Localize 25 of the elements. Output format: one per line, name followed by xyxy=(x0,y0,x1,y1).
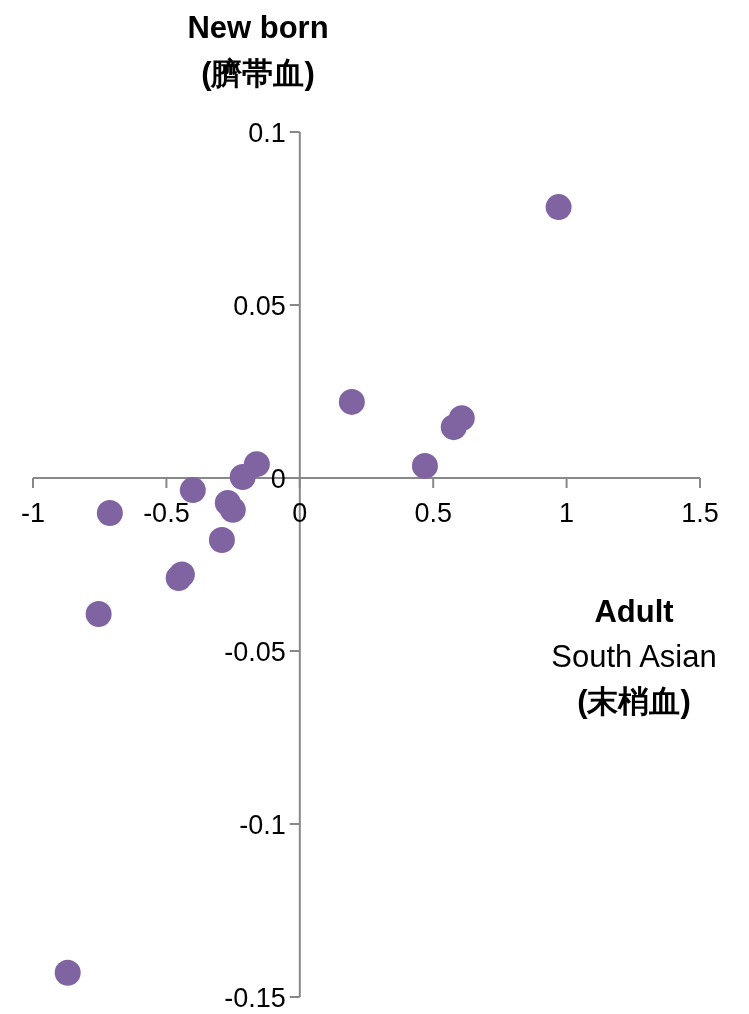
point xyxy=(85,600,112,627)
y-tick-label: 0.05 xyxy=(233,291,286,321)
y-tick-label: -0.1 xyxy=(239,810,286,840)
point xyxy=(219,496,246,523)
point xyxy=(54,959,81,986)
y-axis-title: New born (臍帯血) xyxy=(187,10,329,91)
y-tick-label: -0.05 xyxy=(224,637,286,667)
y-tick-label: 0 xyxy=(270,464,286,494)
x-tick-label: 1 xyxy=(559,498,575,528)
x-tick-label: -0.5 xyxy=(143,498,190,528)
point xyxy=(338,388,365,415)
x-tick-label: 1.5 xyxy=(681,498,719,528)
x-tick-label: -1 xyxy=(20,498,46,528)
point xyxy=(440,414,467,441)
x-tick-label: 0 xyxy=(292,498,308,528)
point xyxy=(229,463,256,490)
point xyxy=(179,477,206,504)
x-tick-label: 0.5 xyxy=(414,498,452,528)
y-tick-label: -0.15 xyxy=(224,983,286,1013)
y-tick-label: 0.1 xyxy=(248,118,286,148)
x-axis-title: Adult South Asian (末梢血) xyxy=(551,594,717,719)
point xyxy=(411,452,438,479)
point xyxy=(208,526,235,553)
point xyxy=(96,499,123,526)
point xyxy=(545,194,572,221)
